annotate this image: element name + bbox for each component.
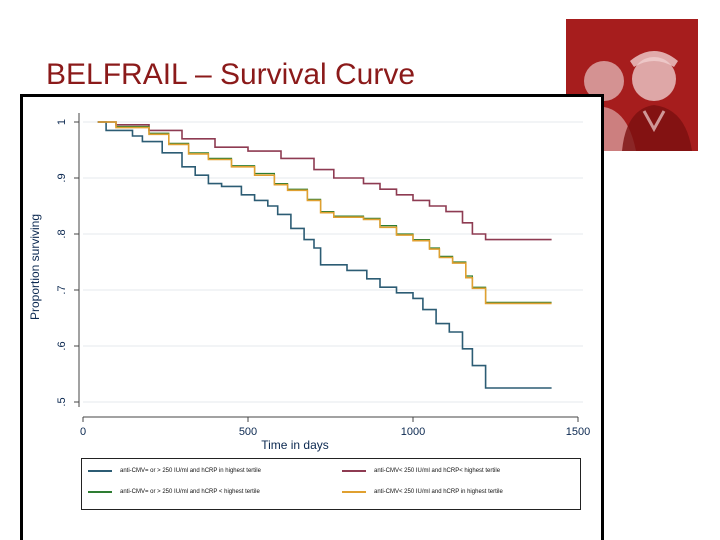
y-axis-label: Proportion surviving bbox=[28, 214, 42, 320]
survival-series-line bbox=[97, 121, 552, 389]
x-tick-label: 1500 bbox=[566, 426, 590, 438]
legend-item: anti-CMV= or > 250 IU/ml and hCRP in hig… bbox=[88, 468, 261, 474]
y-tick-label: .5 bbox=[56, 397, 68, 406]
chart-area: .5 .6 .7 .8 .9 1 0 500 1000 1500 Time in days Pro… bbox=[23, 97, 601, 540]
legend-swatch-orange bbox=[342, 491, 366, 493]
y-tick-label: .6 bbox=[56, 341, 68, 350]
survival-series-line bbox=[97, 121, 552, 241]
legend-item: anti-CMV< 250 IU/ml and hCRP in highest … bbox=[342, 489, 503, 495]
legend-swatch-green bbox=[88, 491, 112, 493]
plot-area bbox=[81, 113, 583, 419]
y-tick-label: 1 bbox=[56, 119, 68, 125]
legend-label: anti-CMV= or > 250 IU/ml and hCRP in hig… bbox=[120, 468, 261, 474]
x-tick-label: 1000 bbox=[401, 426, 425, 438]
y-tick-label: .9 bbox=[56, 173, 68, 182]
legend-label: anti-CMV< 250 IU/ml and hCRP in highest … bbox=[374, 489, 503, 495]
survival-chart: .5 .6 .7 .8 .9 1 0 500 1000 1500 Time in days Pro… bbox=[28, 113, 590, 452]
x-tick-label: 0 bbox=[80, 426, 86, 438]
legend-item: anti-CMV< 250 IU/ml and hCRP< highest te… bbox=[342, 468, 500, 474]
x-axis-label: Time in days bbox=[261, 438, 329, 452]
legend: anti-CMV= or > 250 IU/ml and hCRP in hig… bbox=[81, 458, 581, 510]
legend-swatch-blue bbox=[88, 470, 112, 472]
y-tick-label: .7 bbox=[56, 285, 68, 294]
legend-label: anti-CMV= or > 250 IU/ml and hCRP < high… bbox=[120, 489, 260, 495]
legend-item: anti-CMV= or > 250 IU/ml and hCRP < high… bbox=[88, 489, 260, 495]
x-tick-label: 500 bbox=[239, 426, 257, 438]
legend-swatch-maroon bbox=[342, 470, 366, 472]
chart-frame: .5 .6 .7 .8 .9 1 0 500 1000 1500 Time in days Pro… bbox=[20, 94, 604, 540]
legend-label: anti-CMV< 250 IU/ml and hCRP< highest te… bbox=[374, 468, 501, 474]
slide-title: BELFRAIL – Survival Curve bbox=[46, 58, 416, 91]
survival-series-line bbox=[97, 121, 552, 305]
y-tick-label: .8 bbox=[56, 229, 68, 238]
